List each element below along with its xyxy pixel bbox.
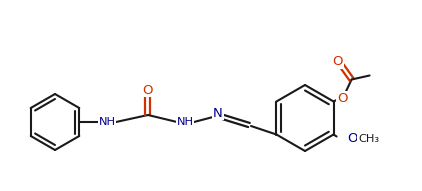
Text: O: O: [143, 83, 153, 96]
Text: N: N: [213, 107, 223, 120]
Text: O: O: [347, 132, 358, 145]
Text: NH: NH: [176, 117, 194, 127]
Text: O: O: [337, 92, 348, 105]
Text: CH₃: CH₃: [358, 134, 379, 143]
Text: NH: NH: [98, 117, 116, 127]
Text: O: O: [333, 55, 343, 68]
